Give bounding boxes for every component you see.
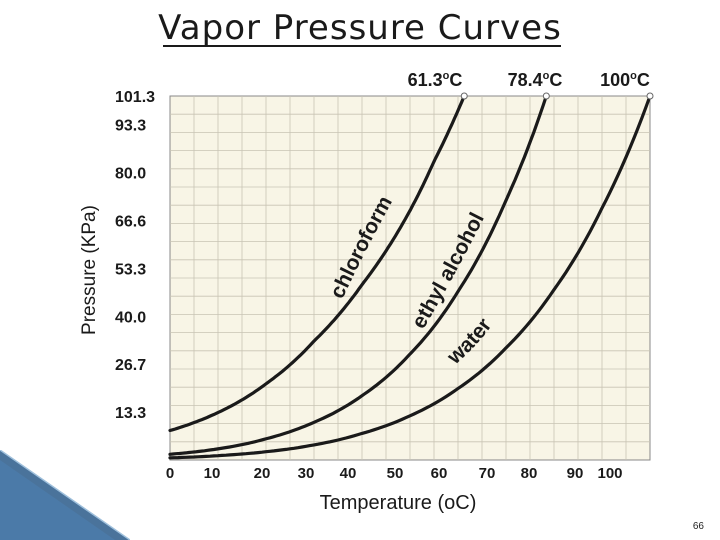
boiling-point-label: 61.3oC [408,70,463,90]
y-tick-label: 13.3 [115,405,146,422]
corner-decoration [0,450,130,540]
x-tick-label: 20 [254,465,271,482]
curve-chloroform [168,94,466,433]
y-tick-label: 53.3 [115,261,146,278]
y-tick-label: 101.3 [115,89,155,106]
title-underline [163,45,561,47]
x-tick-label: 10 [204,465,221,482]
x-tick-label: 60 [431,465,448,482]
boiling-point-marker [542,92,550,100]
x-tick-label: 0 [166,465,174,482]
y-tick-label: 93.3 [115,118,146,135]
y-tick-label: 40.0 [115,309,146,326]
x-tick-label: 80 [521,465,538,482]
curve-water [168,94,652,460]
curve-ethyl-alcohol [168,94,548,456]
x-tick-label: 70 [479,465,496,482]
boiling-point-marker [460,92,468,100]
boiling-point-marker [646,92,654,100]
x-tick-label: 90 [567,465,584,482]
x-tick-label: 30 [298,465,315,482]
chart-title: Vapor Pressure Curves [158,8,562,48]
boiling-point-label: 78.4oC [508,70,563,90]
y-tick-label: 26.7 [115,357,146,374]
x-tick-label: 40 [340,465,357,482]
y-tick-label: 66.6 [115,214,146,231]
y-axis-title: Pressure (KPa) [79,205,100,335]
boiling-point-label: 100oC [600,70,650,90]
x-tick-label: 100 [597,465,622,482]
x-axis-title: Temperature (oC) [320,492,477,514]
x-tick-label: 50 [387,465,404,482]
y-tick-label: 80.0 [115,166,146,183]
page-number: 66 [692,521,704,532]
